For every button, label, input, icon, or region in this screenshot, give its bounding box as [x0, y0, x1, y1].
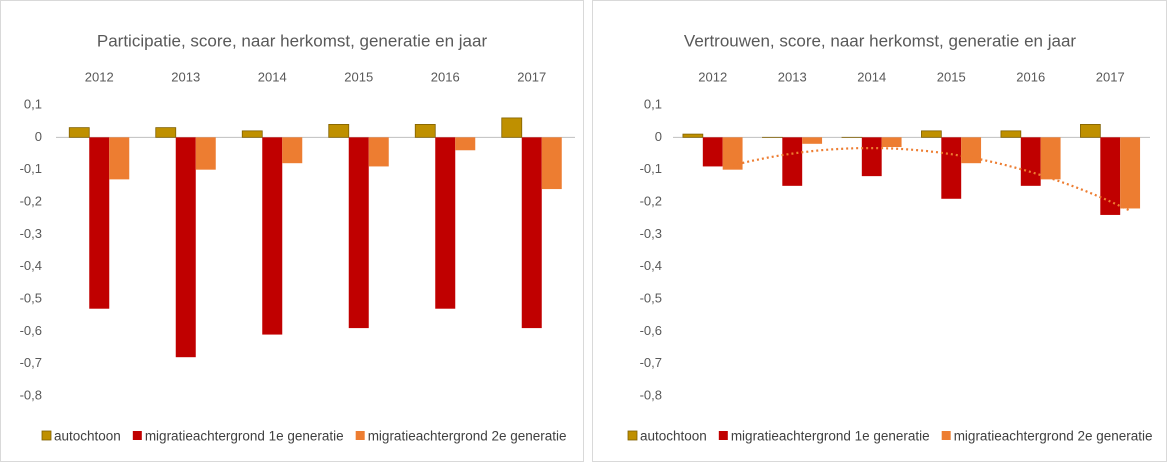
y-tick-label: -0,7	[640, 355, 662, 370]
bar	[435, 137, 456, 309]
bar	[89, 137, 110, 309]
y-tick-label: -0,4	[20, 258, 42, 273]
bar	[702, 137, 723, 167]
x-tick-label: 2016	[431, 69, 460, 84]
bar	[521, 137, 542, 329]
bar	[1040, 137, 1061, 180]
bar	[921, 130, 942, 138]
legend-label: migratieachtergrond 2e generatie	[954, 429, 1153, 444]
x-tick-label: 2012	[85, 69, 114, 84]
x-tick-label: 2017	[517, 69, 546, 84]
x-tick-label: 2016	[1016, 69, 1045, 84]
bar	[195, 137, 216, 170]
y-tick-label: -0,2	[640, 193, 662, 208]
y-tick-label: -0,8	[640, 387, 662, 402]
bar	[368, 137, 389, 167]
legend-swatch	[41, 430, 52, 441]
legend-swatch	[718, 431, 728, 440]
x-tick-label: 2017	[1096, 69, 1125, 84]
bar	[782, 137, 803, 186]
y-tick-label: 0	[655, 129, 662, 144]
bar	[175, 137, 196, 358]
legend-swatch	[132, 431, 142, 440]
bar	[155, 127, 177, 138]
legend-label: migratieachtergrond 1e generatie	[731, 429, 930, 444]
chart-title: Vertrouwen, score, naar herkomst, genera…	[684, 31, 1076, 50]
bar	[1080, 124, 1101, 138]
legend-swatch	[941, 431, 951, 440]
legend-label: migratieachtergrond 1e generatie	[145, 429, 344, 444]
y-tick-label: 0,1	[24, 96, 42, 111]
bar	[722, 137, 743, 170]
bar	[1000, 130, 1022, 138]
y-tick-label: -0,1	[640, 161, 662, 176]
bar	[1020, 137, 1041, 186]
bar	[861, 137, 882, 177]
x-tick-label: 2013	[171, 69, 200, 84]
legend-label: autochtoon	[640, 429, 707, 444]
y-tick-label: -0,5	[20, 290, 42, 305]
legend-swatch	[627, 430, 638, 441]
x-tick-label: 2012	[698, 69, 727, 84]
bar	[109, 137, 130, 180]
y-tick-label: -0,2	[20, 193, 42, 208]
legend-swatch	[355, 431, 365, 440]
bar	[961, 137, 982, 164]
bar	[348, 137, 369, 329]
chart-title: Participatie, score, naar herkomst, gene…	[97, 31, 488, 50]
bar	[414, 124, 436, 138]
bar	[501, 117, 523, 138]
x-tick-label: 2015	[937, 69, 966, 84]
bar	[1120, 137, 1141, 209]
y-tick-label: -0,6	[20, 323, 42, 338]
bar	[328, 124, 350, 138]
bar	[68, 127, 90, 138]
y-tick-label: -0,6	[640, 323, 662, 338]
panel	[592, 0, 1167, 462]
x-tick-label: 2013	[778, 69, 807, 84]
y-tick-label: -0,1	[20, 161, 42, 176]
y-tick-label: -0,4	[640, 258, 662, 273]
bar	[541, 137, 562, 190]
y-tick-label: 0,1	[644, 96, 662, 111]
bar	[1100, 137, 1121, 215]
bar	[682, 133, 704, 138]
y-tick-label: -0,3	[640, 226, 662, 241]
x-tick-label: 2014	[857, 69, 886, 84]
y-tick-label: 0	[35, 129, 42, 144]
y-tick-label: -0,3	[20, 226, 42, 241]
trendline	[732, 147, 1131, 212]
legend-label: autochtoon	[54, 429, 121, 444]
bar	[241, 130, 263, 138]
bar	[282, 137, 303, 164]
y-tick-label: -0,5	[640, 290, 662, 305]
bar	[881, 137, 902, 148]
bar	[455, 137, 476, 151]
legend-label: migratieachtergrond 2e generatie	[368, 429, 567, 444]
y-tick-label: -0,8	[20, 387, 42, 402]
bar	[941, 137, 962, 199]
y-tick-label: -0,7	[20, 355, 42, 370]
x-tick-label: 2015	[344, 69, 373, 84]
bar	[802, 137, 823, 144]
x-tick-label: 2014	[258, 69, 287, 84]
bar	[262, 137, 283, 335]
